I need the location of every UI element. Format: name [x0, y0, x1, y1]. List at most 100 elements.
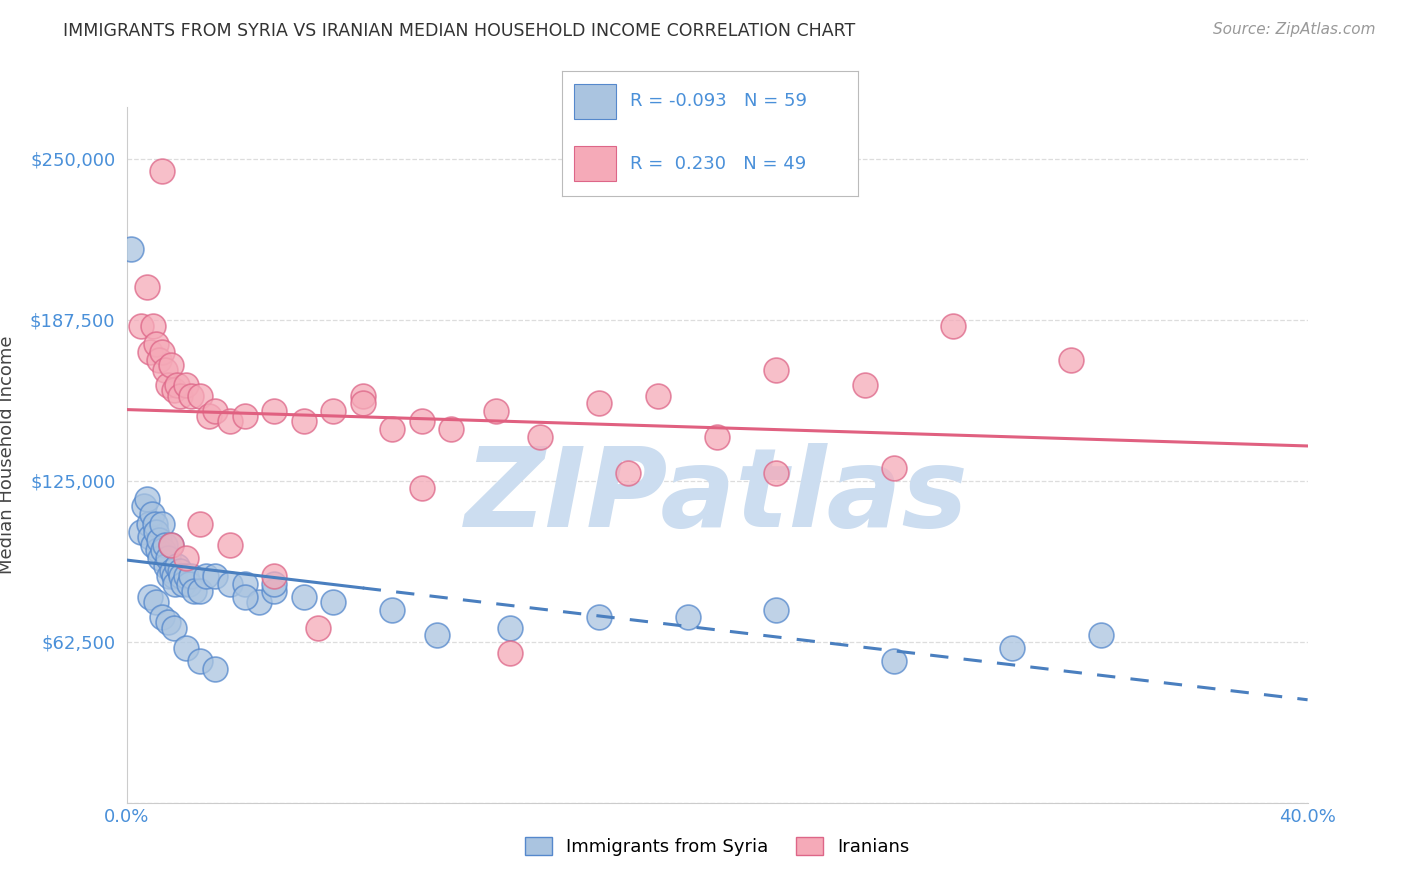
Point — [150, 610, 173, 624]
Point — [853, 378, 876, 392]
Point — [1001, 641, 1024, 656]
Point — [139, 530, 162, 544]
Point — [942, 319, 965, 334]
Point — [177, 576, 200, 591]
Point — [129, 525, 153, 540]
Point — [157, 569, 180, 583]
Bar — [574, 84, 616, 119]
Text: R = -0.093   N = 59: R = -0.093 N = 59 — [630, 93, 807, 111]
Point — [169, 389, 191, 403]
Point — [152, 543, 174, 558]
Point — [381, 602, 404, 616]
Point — [1060, 352, 1083, 367]
Point — [676, 610, 699, 624]
Point — [169, 564, 191, 578]
Point — [129, 319, 153, 334]
Legend: Immigrants from Syria, Iranians: Immigrants from Syria, Iranians — [517, 830, 917, 863]
Point — [440, 422, 463, 436]
Point — [174, 569, 197, 583]
Point — [156, 378, 179, 392]
Point — [411, 482, 433, 496]
Point — [120, 242, 142, 256]
Point — [180, 389, 202, 403]
Point — [146, 543, 169, 558]
Point — [765, 466, 787, 480]
Point — [170, 569, 193, 583]
Point — [180, 569, 202, 583]
Point — [204, 569, 226, 583]
Point — [153, 538, 176, 552]
Point — [141, 507, 163, 521]
Point — [1090, 628, 1112, 642]
Point — [263, 569, 285, 583]
Point — [188, 517, 212, 532]
Point — [142, 319, 165, 334]
Point — [499, 646, 522, 660]
Point — [153, 363, 176, 377]
Point — [150, 517, 173, 532]
Point — [134, 500, 156, 514]
Point — [163, 384, 186, 398]
Point — [188, 654, 212, 668]
Point — [485, 404, 508, 418]
Y-axis label: Median Household Income: Median Household Income — [0, 335, 15, 574]
Point — [381, 422, 404, 436]
Point — [204, 662, 226, 676]
Point — [163, 621, 186, 635]
Point — [148, 533, 170, 547]
Point — [160, 358, 183, 372]
Point — [139, 590, 162, 604]
Point — [706, 430, 728, 444]
Point — [188, 389, 212, 403]
Point — [188, 584, 212, 599]
Point — [292, 590, 315, 604]
Point — [883, 460, 905, 475]
Point — [142, 538, 165, 552]
Point — [322, 404, 344, 418]
Point — [145, 595, 167, 609]
Point — [308, 621, 330, 635]
Point — [174, 641, 197, 656]
Point — [183, 584, 205, 599]
Text: ZIPatlas: ZIPatlas — [465, 443, 969, 550]
Point — [165, 576, 187, 591]
Point — [204, 404, 226, 418]
Bar — [574, 146, 616, 181]
Point — [588, 396, 610, 410]
Point — [352, 389, 374, 403]
Point — [162, 564, 184, 578]
Point — [145, 337, 167, 351]
Point — [163, 569, 186, 583]
Point — [617, 466, 640, 480]
Point — [143, 517, 166, 532]
Point — [155, 558, 177, 573]
Point — [426, 628, 449, 642]
Point — [139, 344, 162, 359]
Point — [219, 414, 242, 428]
Point — [145, 525, 167, 540]
Point — [219, 538, 242, 552]
Point — [233, 590, 256, 604]
Point — [529, 430, 551, 444]
Point — [198, 409, 221, 424]
Point — [263, 576, 285, 591]
Point — [156, 551, 179, 566]
Point — [765, 602, 787, 616]
Point — [233, 576, 256, 591]
Point — [195, 569, 218, 583]
Point — [138, 517, 160, 532]
Point — [765, 363, 787, 377]
Text: Source: ZipAtlas.com: Source: ZipAtlas.com — [1212, 22, 1375, 37]
Point — [136, 491, 159, 506]
Point — [174, 378, 197, 392]
Point — [411, 414, 433, 428]
Point — [352, 396, 374, 410]
Point — [219, 576, 242, 591]
Text: IMMIGRANTS FROM SYRIA VS IRANIAN MEDIAN HOUSEHOLD INCOME CORRELATION CHART: IMMIGRANTS FROM SYRIA VS IRANIAN MEDIAN … — [63, 22, 855, 40]
Point — [174, 551, 197, 566]
Point — [233, 409, 256, 424]
Point — [292, 414, 315, 428]
Point — [156, 615, 179, 630]
Point — [150, 164, 173, 178]
Point — [160, 538, 183, 552]
